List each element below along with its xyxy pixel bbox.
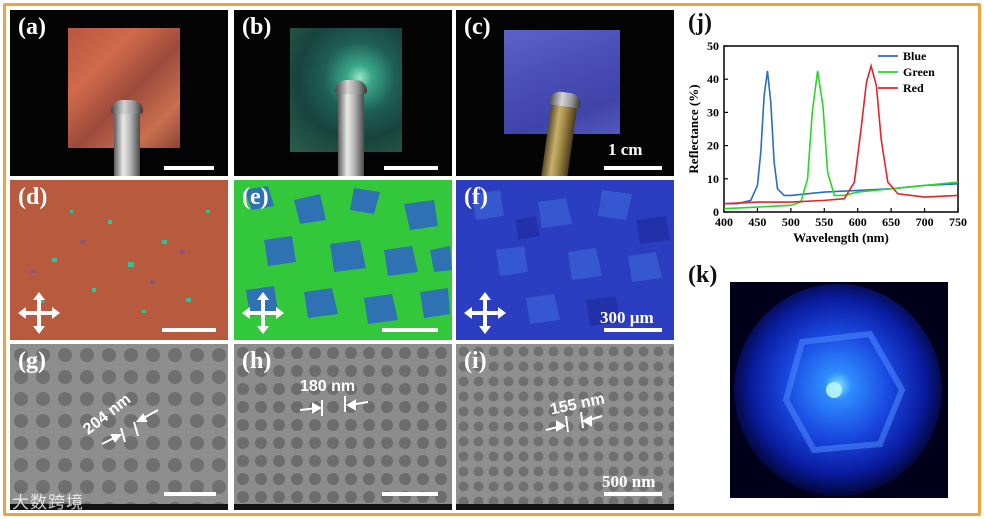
panel-label: (c) <box>464 14 491 40</box>
x-tick-label: 600 <box>849 215 867 229</box>
x-tick-label: 550 <box>815 215 833 229</box>
panel-label: (d) <box>18 184 48 210</box>
panel-label: (j) <box>688 10 712 36</box>
tweezer-icon <box>335 80 367 176</box>
y-tick-label: 0 <box>713 205 719 219</box>
y-tick-label: 40 <box>707 72 719 86</box>
panel-label: (g) <box>18 348 46 374</box>
panel-k: (k) <box>682 262 974 502</box>
y-tick-label: 30 <box>707 105 719 119</box>
x-tick-label: 500 <box>782 215 800 229</box>
legend-label-blue: Blue <box>903 49 927 63</box>
blue-emission-photo <box>730 282 948 498</box>
panel-label: (k) <box>688 262 718 288</box>
panel-c-photo-blue: (c) 1 cm <box>456 10 674 176</box>
scale-bar <box>382 492 438 496</box>
sem-info-bar <box>234 504 452 510</box>
domain-texture <box>234 180 452 340</box>
x-tick-label: 450 <box>748 215 766 229</box>
sem-texture <box>456 344 674 510</box>
panel-e-pom-green: (e) <box>234 180 452 340</box>
panel-i-sem: (i) 155 nm 500 nm <box>456 344 674 510</box>
scale-bar <box>164 492 216 496</box>
figure-border <box>3 3 981 516</box>
scale-bar <box>162 328 216 332</box>
blue-glow-image <box>730 282 948 498</box>
reflectance-chart: 400 450 500 550 600 650 700 750 0 10 20 30 40 50 Wavel… <box>686 39 967 245</box>
y-tick-label: 10 <box>707 172 719 186</box>
scale-bar <box>604 166 662 170</box>
y-tick-label: 20 <box>707 139 719 153</box>
scale-bar-label: 500 nm <box>602 472 656 491</box>
x-axis-label: Wavelength (nm) <box>793 230 889 245</box>
sem-info-bar <box>456 504 674 510</box>
reflectance-chart-panel: (j) 400 450 500 550 600 650 700 750 0 10 20 30 40 50 W… <box>682 10 974 254</box>
panel-label: (a) <box>18 14 46 40</box>
scale-bar <box>604 492 662 496</box>
scale-bar <box>604 328 662 332</box>
panel-label: (f) <box>464 184 488 210</box>
sem-texture <box>234 344 452 510</box>
panel-b-photo-green: (b) <box>234 10 452 176</box>
x-tick-label: 700 <box>916 215 934 229</box>
domain-texture <box>456 180 674 340</box>
scale-bar <box>382 328 438 332</box>
panel-d-pom-red: (d) <box>10 180 228 340</box>
y-axis-label: Reflectance (%) <box>686 84 701 173</box>
y-tick-label: 50 <box>707 39 719 53</box>
x-tick-label: 750 <box>949 215 967 229</box>
scale-bar-label: 300 µm <box>600 308 654 327</box>
panel-a-photo-red: (a) <box>10 10 228 176</box>
scale-bar <box>384 166 438 170</box>
sem-texture <box>10 344 228 510</box>
watermark-text: 大数跨境 <box>12 493 84 513</box>
period-label: 180 nm <box>300 378 356 395</box>
series-line-green <box>723 70 959 210</box>
panel-label: (h) <box>242 348 272 374</box>
tweezer-icon <box>111 100 143 176</box>
polarizer-cross-icon <box>242 292 284 334</box>
legend-label-red: Red <box>903 81 924 95</box>
scale-bar-label: 1 cm <box>608 140 643 159</box>
polarizer-cross-icon <box>464 292 506 334</box>
panel-label: (e) <box>242 184 269 210</box>
legend-label-green: Green <box>903 65 935 79</box>
period-arrows <box>101 409 159 445</box>
panel-g-sem: (g) 204 nm <box>10 344 228 510</box>
panel-h-sem: (h) 180 nm <box>234 344 452 510</box>
plot-frame <box>723 45 959 213</box>
period-arrows <box>299 396 369 416</box>
series-line-blue <box>724 70 959 205</box>
panel-label: (i) <box>464 348 487 374</box>
scale-bar <box>164 166 214 170</box>
period-arrows <box>545 411 603 433</box>
series-line-red <box>723 62 959 205</box>
x-tick-label: 650 <box>882 215 900 229</box>
x-tick-label: 400 <box>715 215 733 229</box>
panel-label: (b) <box>242 14 272 40</box>
polarizer-cross-icon <box>18 292 60 334</box>
panel-f-pom-blue: (f) 300 µm <box>456 180 674 340</box>
sem-info-bar <box>10 504 228 510</box>
